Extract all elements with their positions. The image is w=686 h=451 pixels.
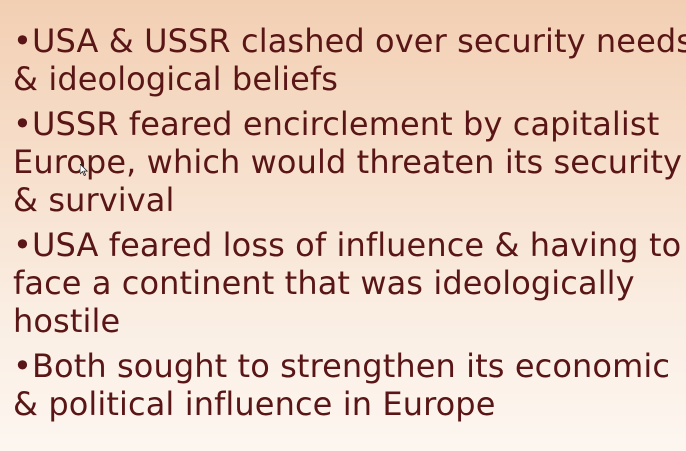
bullet-line: & ideological beliefs [13, 60, 339, 98]
bullet-line: hostile [13, 302, 121, 340]
bullet-point-3: •USA feared loss of influence & having t… [13, 226, 682, 340]
bullet-line: •Both sought to strengthen its economic [13, 347, 671, 385]
bullet-line: •USA feared loss of influence & having t… [13, 226, 682, 264]
bullet-line: & survival [13, 181, 175, 219]
bullet-line: Europe, which would threaten its securit… [13, 143, 683, 181]
mouse-pointer-icon [80, 164, 88, 176]
bullet-line: •USA & USSR clashed over security needs [13, 22, 686, 60]
slide-content: •USA & USSR clashed over security needs … [13, 22, 686, 430]
bullet-point-2: •USSR feared encirclement by capitalist … [13, 105, 683, 219]
bullet-line: •USSR feared encirclement by capitalist [13, 105, 660, 143]
bullet-line: & political influence in Europe [13, 385, 496, 423]
bullet-point-1: •USA & USSR clashed over security needs … [13, 22, 686, 98]
bullet-point-4: •Both sought to strengthen its economic … [13, 347, 678, 423]
bullet-line: face a continent that was ideologically [13, 264, 635, 302]
